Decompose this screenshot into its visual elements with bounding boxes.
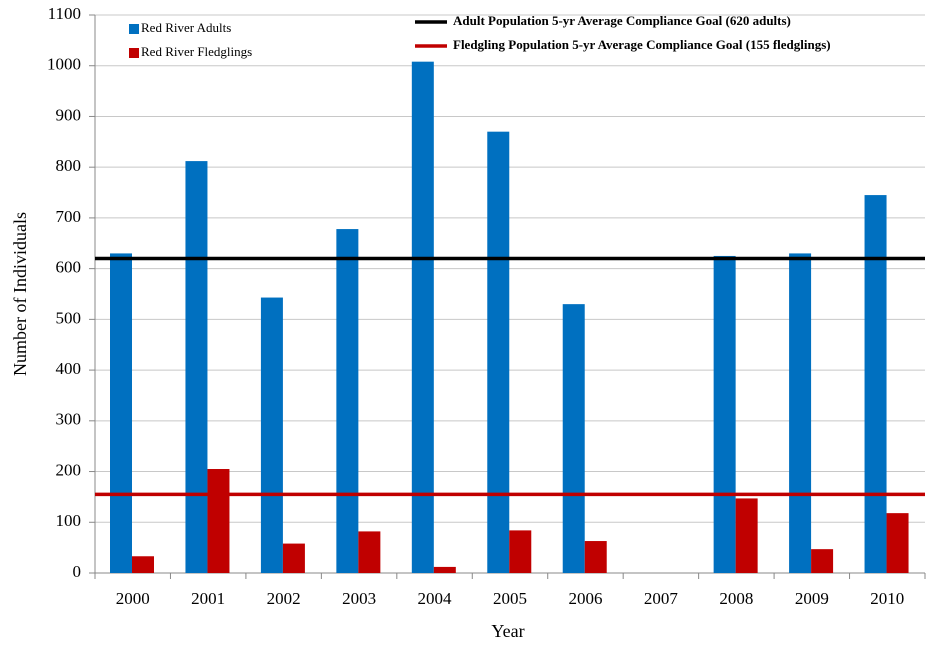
bar [584, 541, 607, 573]
legend-label: Adult Population 5-yr Average Compliance… [453, 13, 791, 28]
legend-swatch [129, 24, 139, 34]
x-tick-label: 2000 [116, 589, 150, 608]
legend-label: Red River Fledglings [141, 44, 252, 59]
y-tick-label: 300 [56, 410, 82, 429]
x-tick-label: 2005 [493, 589, 527, 608]
bar [509, 530, 532, 573]
y-tick-label: 900 [56, 105, 82, 124]
y-tick-label: 1000 [47, 55, 81, 74]
x-tick-label: 2002 [267, 589, 301, 608]
bar [132, 556, 154, 573]
y-axis-title: Number of Individuals [10, 212, 30, 376]
bar [789, 253, 812, 573]
x-tick-label: 2008 [719, 589, 753, 608]
bar [185, 161, 208, 573]
x-tick-label: 2007 [644, 589, 679, 608]
x-tick-label: 2010 [870, 589, 904, 608]
y-tick-label: 600 [56, 258, 82, 277]
bar [260, 297, 283, 573]
y-tick-label: 100 [56, 511, 82, 530]
x-tick-label: 2003 [342, 589, 376, 608]
bar [282, 543, 305, 573]
y-tick-label: 700 [56, 207, 82, 226]
bar [864, 195, 887, 573]
bar [886, 513, 909, 573]
y-tick-label: 1100 [48, 4, 81, 23]
legend-label: Red River Adults [141, 20, 231, 35]
x-tick-label: 2001 [191, 589, 225, 608]
y-tick-label: 0 [73, 562, 82, 581]
bar [487, 131, 510, 573]
bar [411, 61, 434, 573]
bar [433, 566, 456, 573]
x-tick-label: 2004 [418, 589, 453, 608]
y-tick-label: 200 [56, 460, 82, 479]
y-tick-label: 800 [56, 156, 82, 175]
bar [713, 255, 736, 574]
y-tick-label: 400 [56, 359, 82, 378]
bar [110, 253, 132, 573]
y-tick-label: 500 [56, 308, 82, 327]
legend-swatch [129, 48, 139, 58]
x-tick-label: 2009 [795, 589, 829, 608]
legend-label: Fledgling Population 5-yr Average Compli… [453, 37, 831, 52]
bar [358, 531, 381, 573]
bar [562, 304, 585, 573]
x-tick-label: 2006 [568, 589, 602, 608]
x-axis-title: Year [491, 621, 524, 641]
bar [811, 549, 834, 573]
bar [735, 498, 758, 573]
bar [336, 229, 359, 573]
bar [207, 469, 230, 573]
